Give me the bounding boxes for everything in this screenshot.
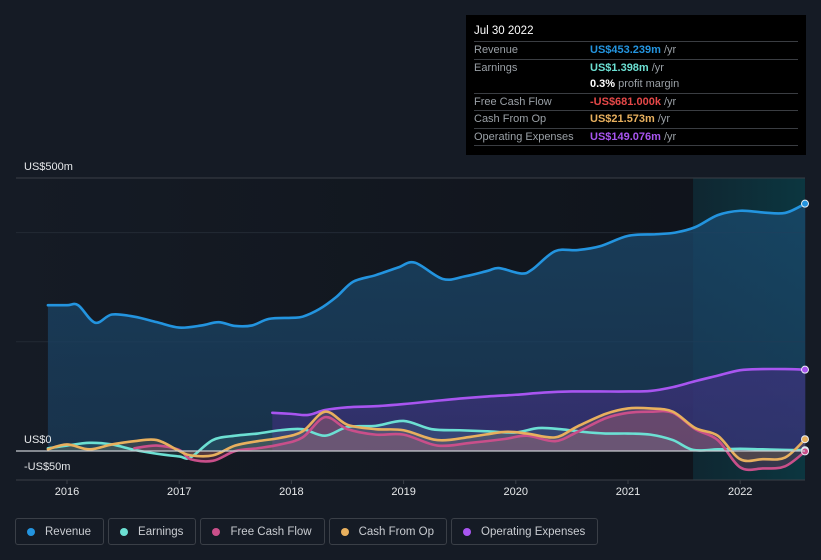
tooltip-value: US$21.573m (590, 113, 655, 126)
tooltip-label: Cash From Op (474, 113, 547, 126)
free-cash-flow-line (133, 409, 807, 472)
earnings-line (46, 419, 807, 460)
tooltip-label: Revenue (474, 44, 519, 57)
x-tick-label: 2018 (279, 486, 303, 498)
x-tick-label: 2020 (504, 486, 528, 498)
cash-from-op-area (47, 407, 806, 461)
legend-label: Earnings (138, 525, 184, 538)
legend-label: Operating Expenses (481, 525, 586, 538)
tooltip-row-profit-margin: 0.3% profit margin (474, 76, 798, 94)
legend-item-revenue[interactable]: Revenue (15, 518, 105, 545)
series-endpoints (801, 199, 809, 456)
revenue-area (47, 203, 806, 451)
tooltip-value: -US$681.000k (590, 95, 661, 108)
legend-item-operating-expenses[interactable]: Operating Expenses (451, 518, 599, 545)
legend-dot-icon (340, 527, 349, 536)
legend: Revenue Earnings Free Cash Flow Cash Fro… (15, 518, 599, 545)
tooltip-date: Jul 30 2022 (474, 23, 798, 42)
legend-label: Cash From Op (358, 525, 435, 538)
tooltip-unit: /yr (657, 113, 671, 126)
x-tick-label: 2017 (167, 486, 191, 498)
tooltip-label: Earnings (474, 61, 518, 74)
tooltip-value: US$453.239m (590, 44, 661, 57)
y-tick-label-500: US$500m (24, 161, 73, 173)
tooltip-unit: /yr (663, 95, 677, 108)
tooltip-row-free-cash-flow: Free Cash Flow -US$681.000k /yr (474, 94, 798, 111)
legend-dot-icon (463, 527, 472, 536)
tooltip-label: Free Cash Flow (474, 95, 552, 108)
legend-item-cash-from-op[interactable]: Cash From Op (328, 518, 448, 545)
y-tick-label-0: US$0 (24, 434, 52, 446)
x-ticks: 2016 2017 2018 2019 2020 2021 2022 (55, 480, 752, 498)
x-tick-label: 2022 (728, 486, 752, 498)
series-lines (46, 202, 807, 472)
tooltip-label: Operating Expenses (474, 130, 574, 143)
legend-dot-icon (212, 527, 221, 536)
x-tick-label: 2021 (616, 486, 640, 498)
tooltip-unit: /yr (663, 130, 677, 143)
cash-from-op-endpoint-marker[interactable] (801, 435, 809, 444)
cash-from-op-line (46, 406, 807, 463)
operating-expenses-line (271, 367, 807, 417)
tooltip-unit: profit margin (618, 78, 680, 91)
legend-dot-icon (120, 527, 129, 536)
tooltip-unit: /yr (651, 61, 664, 74)
tooltip-panel: Jul 30 2022 Revenue US$453.239m /yr Earn… (466, 15, 806, 155)
revenue-endpoint-marker[interactable] (801, 199, 809, 208)
legend-item-free-cash-flow[interactable]: Free Cash Flow (200, 518, 325, 545)
tooltip-row-operating-expenses: Operating Expenses US$149.076m /yr (474, 129, 798, 146)
chart-svg: US$500m US$0 -US$50m 2016 2017 2018 2019 202… (16, 161, 809, 498)
tooltip-row-cash-from-op: Cash From Op US$21.573m /yr (474, 111, 798, 129)
legend-label: Revenue (45, 525, 92, 538)
tooltip-row-earnings: Earnings US$1.398m /yr (474, 60, 798, 77)
tooltip-row-revenue: Revenue US$453.239m /yr (474, 42, 798, 60)
operating-expenses-endpoint-marker[interactable] (801, 365, 809, 374)
tooltip-unit: /yr (663, 44, 677, 57)
legend-label: Free Cash Flow (230, 525, 312, 538)
y-tick-label-neg50: -US$50m (24, 461, 70, 473)
x-tick-label: 2019 (391, 486, 415, 498)
tooltip-value: US$1.398m (590, 61, 649, 74)
tooltip-value: US$149.076m (590, 130, 661, 143)
legend-dot-icon (27, 527, 35, 536)
revenue-line (46, 202, 807, 330)
x-tick-label: 2016 (55, 486, 79, 498)
free-cash-flow-area (134, 411, 806, 470)
legend-item-earnings[interactable]: Earnings (108, 518, 197, 545)
tooltip-value: 0.3% (590, 78, 616, 91)
